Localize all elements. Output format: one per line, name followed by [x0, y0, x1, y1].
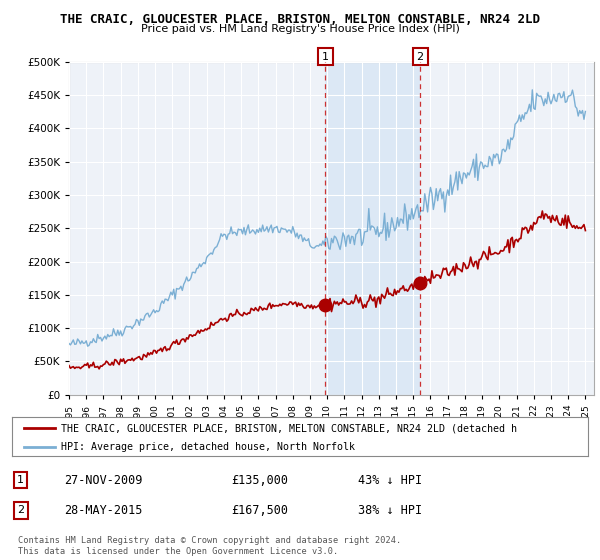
Text: 43% ↓ HPI: 43% ↓ HPI — [358, 474, 422, 487]
Text: HPI: Average price, detached house, North Norfolk: HPI: Average price, detached house, Nort… — [61, 442, 355, 451]
Text: £167,500: £167,500 — [231, 504, 288, 517]
Text: THE CRAIC, GLOUCESTER PLACE, BRISTON, MELTON CONSTABLE, NR24 2LD (detached h: THE CRAIC, GLOUCESTER PLACE, BRISTON, ME… — [61, 423, 517, 433]
Bar — [325, 62, 420, 395]
Text: 38% ↓ HPI: 38% ↓ HPI — [358, 504, 422, 517]
Text: £135,000: £135,000 — [231, 474, 288, 487]
Text: Contains HM Land Registry data © Crown copyright and database right 2024.
This d: Contains HM Land Registry data © Crown c… — [18, 536, 401, 556]
Text: 1: 1 — [17, 475, 24, 485]
Text: 28-MAY-2015: 28-MAY-2015 — [64, 504, 142, 517]
Text: 2: 2 — [416, 52, 424, 62]
Text: 27-NOV-2009: 27-NOV-2009 — [64, 474, 142, 487]
Text: Price paid vs. HM Land Registry's House Price Index (HPI): Price paid vs. HM Land Registry's House … — [140, 24, 460, 34]
Text: 2: 2 — [17, 505, 24, 515]
Text: THE CRAIC, GLOUCESTER PLACE, BRISTON, MELTON CONSTABLE, NR24 2LD: THE CRAIC, GLOUCESTER PLACE, BRISTON, ME… — [60, 13, 540, 26]
Text: 1: 1 — [322, 52, 329, 62]
